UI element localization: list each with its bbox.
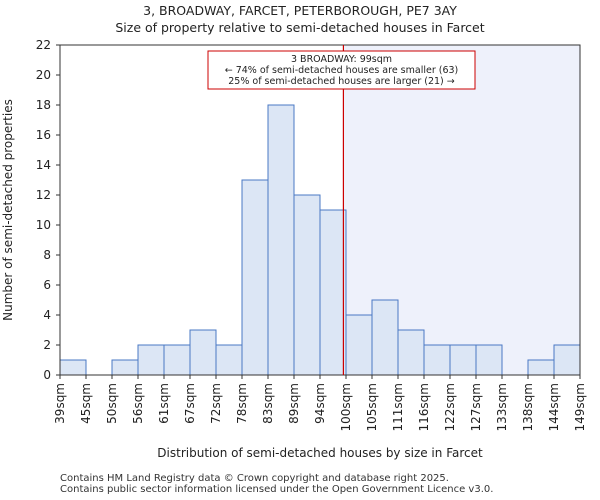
x-tick-label: 138sqm: [521, 383, 535, 431]
x-tick-label: 111sqm: [391, 383, 405, 431]
bar-100sqm: [345, 314, 373, 376]
bar-144sqm: [553, 344, 581, 376]
x-tick-label: 116sqm: [417, 383, 431, 431]
x-tick-label: 45sqm: [79, 383, 93, 424]
y-tick-label: 22: [36, 38, 51, 52]
x-tick-label: 39sqm: [53, 383, 67, 424]
bar-56sqm: [137, 344, 165, 376]
bar-138sqm: [527, 359, 555, 376]
bar-127sqm: [475, 344, 503, 376]
bar-83sqm: [267, 104, 295, 376]
annotation-line-3: 25% of semi-detached houses are larger (…: [228, 76, 455, 87]
x-tick-label: 149sqm: [573, 383, 587, 431]
x-tick-label: 67sqm: [183, 383, 197, 424]
bar-116sqm: [423, 344, 451, 376]
x-tick-label: 144sqm: [547, 383, 561, 431]
x-tick-label: 61sqm: [157, 383, 171, 424]
bar-94sqm: [319, 209, 347, 376]
bar-72sqm: [215, 344, 243, 376]
x-tick-label: 56sqm: [131, 383, 145, 424]
bar-61sqm: [163, 344, 191, 376]
annotation-line-2: ← 74% of semi-detached houses are smalle…: [225, 65, 459, 76]
footer-copyright: Contains HM Land Registry data © Crown c…: [60, 473, 449, 484]
x-axis-label: Distribution of semi-detached houses by …: [157, 446, 483, 460]
y-tick-label: 18: [36, 98, 51, 112]
y-tick-label: 14: [36, 158, 51, 172]
y-tick-label: 10: [36, 218, 51, 232]
chart-subtitle: Size of property relative to semi-detach…: [115, 20, 485, 35]
histogram-chart: 0 2 4 6 8 10 12 14 16 18 20 22 39sqm 45sqm 50sqm 56sqm 6…: [1, 38, 587, 460]
y-tick-label: 16: [36, 128, 51, 142]
x-tick-label: 100sqm: [339, 383, 353, 431]
annotation-line-1: 3 BROADWAY: 99sqm: [291, 54, 392, 65]
y-tick-label: 8: [43, 248, 51, 262]
bar-111sqm: [397, 329, 425, 376]
x-tick-label: 89sqm: [287, 383, 301, 424]
y-tick-label: 0: [43, 368, 51, 382]
y-tick-label: 20: [36, 68, 51, 82]
bar-105sqm: [371, 299, 399, 376]
annotation-box: [207, 50, 476, 90]
y-axis-label: Number of semi-detached properties: [1, 99, 15, 321]
x-tick-label: 83sqm: [261, 383, 275, 424]
bar-39sqm: [59, 359, 87, 376]
y-tick-label: 2: [43, 338, 51, 352]
x-tick-label: 133sqm: [495, 383, 509, 431]
x-tick-label: 50sqm: [105, 383, 119, 424]
y-tick-label: 12: [36, 188, 51, 202]
bar-122sqm: [449, 344, 477, 376]
bar-89sqm: [293, 194, 321, 376]
x-tick-label: 94sqm: [313, 383, 327, 424]
bar-78sqm: [241, 179, 269, 376]
bar-50sqm: [111, 359, 139, 376]
y-tick-label: 4: [43, 308, 51, 322]
x-tick-label: 105sqm: [365, 383, 379, 431]
x-tick-label: 78sqm: [235, 383, 249, 424]
chart-title: 3, BROADWAY, FARCET, PETERBOROUGH, PE7 3…: [143, 3, 457, 18]
x-tick-label: 72sqm: [209, 383, 223, 424]
y-tick-label: 6: [43, 278, 51, 292]
x-tick-label: 122sqm: [443, 383, 457, 431]
x-tick-label: 127sqm: [469, 383, 483, 431]
bar-67sqm: [189, 329, 217, 376]
footer-licence: Contains public sector information licen…: [60, 484, 494, 495]
